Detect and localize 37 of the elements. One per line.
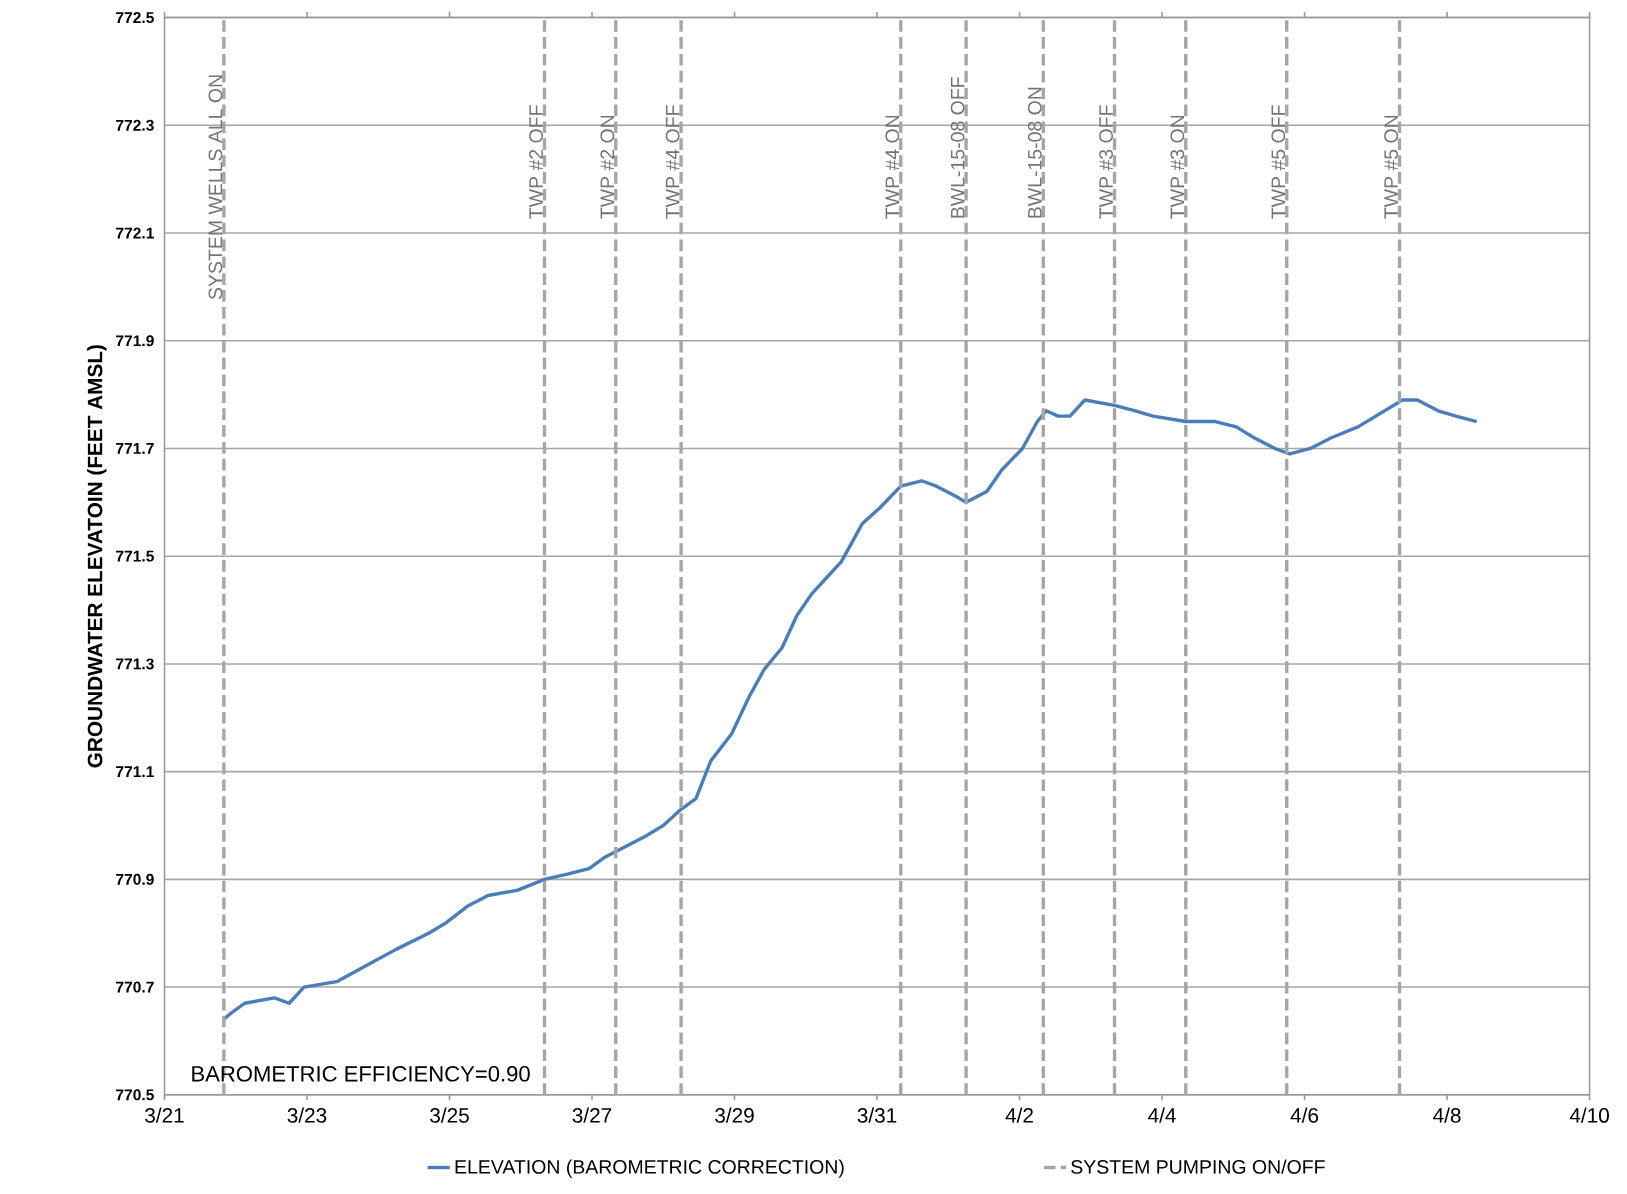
legend-label: SYSTEM PUMPING ON/OFF — [1071, 1159, 1325, 1174]
annotation: TWP #5 OFF — [1271, 105, 1286, 219]
legend-label: ELEVATION (BAROMETRIC CORRECTION) — [455, 1159, 844, 1178]
x-tick-label: 4/8 — [1433, 1107, 1461, 1123]
y-tick-label: 772.5 — [116, 11, 154, 23]
y-tick-label: 772.3 — [116, 119, 154, 131]
annotation: TWP #4 ON — [885, 115, 900, 219]
y-tick-label: 771.1 — [116, 766, 154, 777]
annotation: TWP #2 OFF — [529, 105, 543, 219]
x-tick-label: 3/27 — [572, 1107, 612, 1123]
y-tick-label: 771.7 — [116, 442, 154, 454]
x-tick-label: 3/23 — [287, 1107, 327, 1123]
x-tick-label: 3/25 — [430, 1107, 469, 1123]
y-tick-label: 771.5 — [116, 550, 154, 562]
x-tick-label: 4/6 — [1290, 1107, 1319, 1123]
annotation: TWP #3 OFF — [1099, 105, 1113, 219]
annotation: SYSTEM WELLS ALL ON — [208, 75, 223, 299]
annotation: TWP #4 OFF — [665, 105, 680, 219]
y-tick-label: 770.5 — [116, 1089, 154, 1101]
annotation: BAROMETRIC EFFICIENCY=0.90 — [192, 1065, 530, 1082]
y-axis-title: GROUNDWATER ELEVATOIN (FEET AMSL) — [87, 344, 107, 768]
annotation: BWL-15-08 ON — [1027, 87, 1042, 218]
y-tick-label: 771.9 — [116, 335, 154, 347]
y-tick-label: 770.9 — [116, 873, 154, 885]
x-tick-label: 3/31 — [857, 1107, 897, 1123]
y-tick-label: 770.7 — [116, 981, 154, 993]
y-tick-label: 772.1 — [116, 227, 154, 239]
y-tick-label: 771.3 — [116, 658, 154, 670]
annotation: BWL-15-08 OFF — [950, 77, 965, 218]
x-tick-label: 3/29 — [715, 1107, 754, 1123]
x-tick-label: 4/10 — [1569, 1107, 1609, 1123]
x-tick-label: 3/21 — [145, 1107, 184, 1123]
annotation: TWP #3 ON — [1170, 115, 1185, 219]
x-tick-label: 4/4 — [1148, 1107, 1176, 1123]
x-tick-label: 4/2 — [1005, 1107, 1033, 1123]
annotation: TWP #5 ON — [1384, 115, 1398, 219]
annotation: TWP #2 ON — [600, 115, 615, 219]
